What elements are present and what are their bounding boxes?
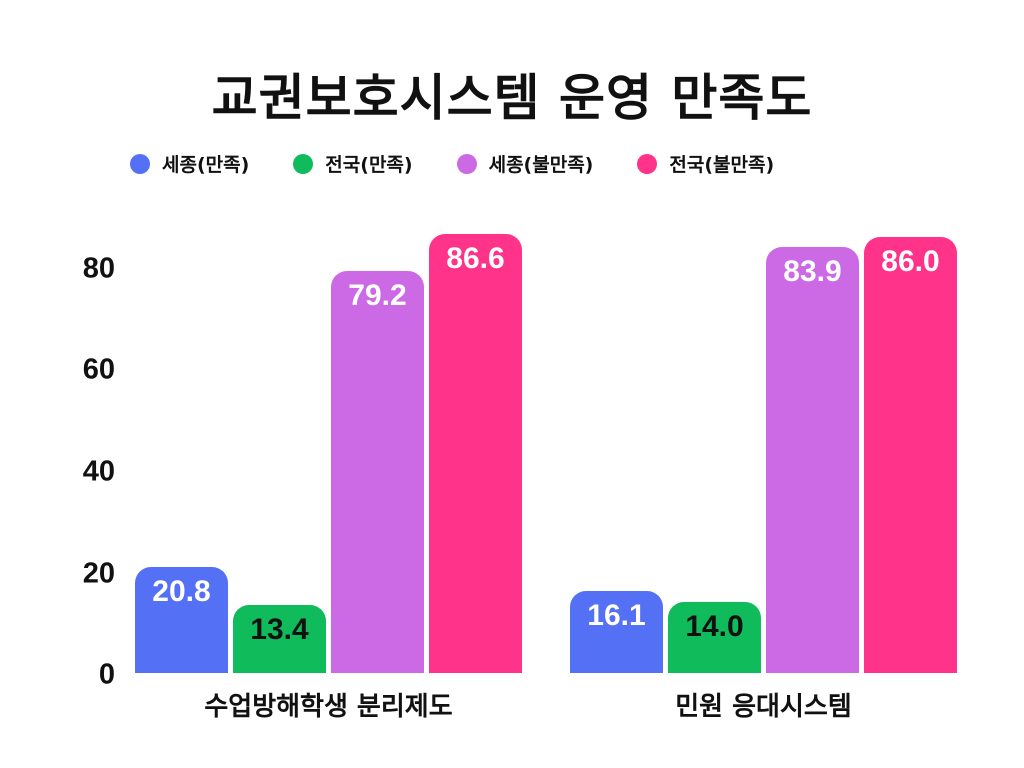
legend-dot-icon (637, 153, 658, 174)
y-tick: 20 (82, 557, 115, 590)
y-tick: 80 (82, 252, 115, 285)
bar-value-label: 86.6 (446, 242, 505, 275)
chart-title: 교권보호시스템 운영 만족도 (211, 69, 813, 127)
legend-dot-icon (456, 153, 477, 174)
bar-value-label: 20.8 (152, 575, 211, 608)
bar-value-label: 79.2 (348, 279, 407, 312)
bar-value-label: 16.1 (587, 599, 646, 632)
y-tick: 0 (98, 658, 115, 691)
legend: 세종(만족) 전국(만족) 세종(불만족) 전국(불만족) (130, 150, 818, 177)
bar-national-satisfied: 13.4 (233, 605, 326, 673)
y-tick: 60 (82, 353, 115, 386)
legend-item-national-dissatisfied: 전국(불만족) (637, 150, 774, 177)
bar-national-dissatisfied: 86.0 (864, 237, 957, 673)
category-label: 민원 응대시스템 (675, 692, 852, 722)
bar-national-satisfied: 14.0 (668, 602, 761, 673)
bar-sejong-dissatisfied: 79.2 (331, 271, 424, 673)
legend-item-sejong-dissatisfied: 세종(불만족) (456, 150, 594, 177)
bar-sejong-dissatisfied: 83.9 (766, 247, 859, 673)
legend-dot-icon (293, 153, 314, 174)
legend-item-sejong-satisfied: 세종(만족) (130, 150, 249, 177)
bar-value-label: 86.0 (881, 245, 940, 278)
y-tick: 40 (82, 455, 115, 488)
legend-item-national-satisfied: 전국(만족) (293, 150, 413, 177)
bar-national-dissatisfied: 86.6 (429, 234, 522, 673)
bar-value-label: 13.4 (250, 613, 309, 646)
legend-label: 전국(불만족) (669, 154, 775, 176)
legend-label: 세종(불만족) (488, 154, 594, 176)
bar-sejong-satisfied: 20.8 (135, 567, 228, 673)
legend-label: 전국(만족) (325, 154, 413, 176)
bar-value-label: 14.0 (685, 610, 744, 643)
legend-label: 세종(만족) (162, 154, 250, 176)
bar-sejong-satisfied: 16.1 (570, 591, 663, 673)
legend-dot-icon (130, 153, 150, 174)
bar-value-label: 83.9 (783, 255, 842, 288)
category-label: 수업방해학생 분리제도 (204, 692, 453, 722)
